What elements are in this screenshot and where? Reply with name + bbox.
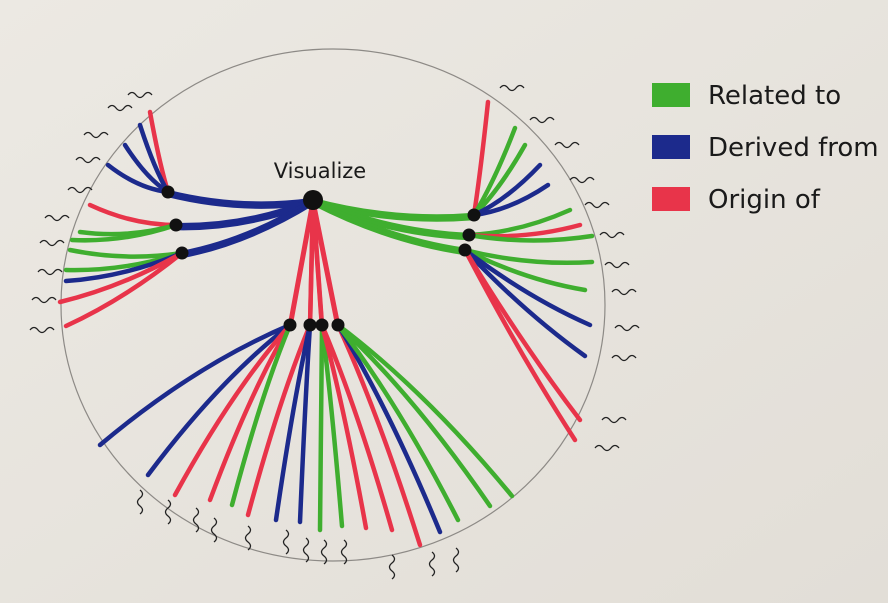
link — [335, 322, 461, 523]
squiggle — [75, 156, 101, 164]
link — [471, 142, 528, 218]
link — [207, 322, 293, 503]
link — [335, 322, 423, 548]
squiggle — [31, 296, 57, 304]
branch-node — [175, 246, 189, 260]
link — [165, 189, 316, 206]
squiggle — [452, 547, 460, 573]
legend-swatch — [652, 187, 690, 211]
branch-node — [458, 243, 472, 257]
link — [245, 322, 313, 518]
link — [297, 322, 313, 525]
link — [319, 322, 395, 533]
branch-node — [161, 185, 175, 199]
squiggle — [29, 326, 55, 334]
squiggle — [302, 537, 310, 563]
link — [462, 247, 588, 359]
link — [229, 322, 293, 508]
squiggle — [428, 551, 436, 577]
legend-swatch — [652, 135, 690, 159]
link — [69, 222, 179, 243]
link — [97, 322, 293, 448]
legend-label: Related to — [708, 81, 841, 111]
link — [172, 322, 293, 498]
squiggles — [29, 84, 640, 580]
squiggle — [611, 288, 637, 296]
link — [145, 322, 293, 478]
squiggle — [601, 416, 627, 424]
outline-circle — [60, 48, 606, 562]
branch-node — [283, 318, 297, 332]
center-label: Visualize — [274, 159, 366, 183]
squiggle — [529, 116, 555, 124]
link — [273, 322, 313, 523]
legend-label: Derived from — [708, 133, 879, 163]
squiggle — [584, 201, 610, 209]
link — [462, 247, 578, 443]
link — [87, 202, 179, 228]
link — [319, 322, 369, 531]
squiggle — [599, 231, 625, 239]
link — [310, 197, 477, 219]
squiggle — [282, 529, 290, 555]
branch-node — [331, 318, 345, 332]
squiggle — [44, 214, 70, 222]
link — [310, 197, 468, 253]
link — [317, 322, 325, 533]
branch-node — [462, 228, 476, 242]
link — [57, 250, 185, 305]
squiggle — [192, 507, 200, 533]
squiggle — [554, 141, 580, 149]
branch-node — [315, 318, 329, 332]
squiggle — [244, 525, 252, 551]
squiggle — [614, 324, 640, 332]
link — [179, 197, 316, 256]
link — [335, 322, 443, 535]
legend: Related to Derived from Origin of — [652, 81, 879, 215]
link — [319, 322, 345, 529]
link — [471, 99, 491, 218]
link — [462, 247, 595, 266]
squiggle — [611, 354, 637, 362]
link — [466, 232, 595, 243]
squiggle — [127, 91, 153, 99]
squiggle — [320, 539, 328, 565]
squiggle — [107, 104, 133, 112]
link — [179, 200, 316, 259]
branch-node — [303, 318, 317, 332]
squiggle — [499, 84, 525, 92]
squiggle — [164, 499, 172, 525]
squiggle — [569, 176, 595, 184]
legend-label: Origin of — [708, 185, 821, 215]
hub-node — [303, 190, 323, 210]
link — [173, 197, 316, 228]
squiggle — [210, 517, 218, 543]
link — [63, 250, 185, 329]
squiggle — [136, 489, 144, 515]
squiggle — [388, 554, 396, 580]
squiggle — [39, 239, 65, 247]
squiggle — [604, 261, 630, 269]
links — [57, 99, 595, 548]
branch-node — [467, 208, 481, 222]
link — [335, 322, 515, 499]
legend-swatch — [652, 83, 690, 107]
squiggle — [37, 268, 63, 276]
link — [310, 200, 468, 256]
squiggle — [67, 186, 93, 194]
nodes — [161, 185, 481, 332]
squiggle — [594, 444, 620, 452]
squiggle — [83, 131, 109, 139]
branch-node — [169, 218, 183, 232]
link — [310, 200, 341, 331]
link — [335, 322, 493, 509]
squiggle — [340, 539, 348, 565]
link — [471, 182, 551, 218]
link — [462, 247, 593, 328]
link — [462, 247, 588, 293]
